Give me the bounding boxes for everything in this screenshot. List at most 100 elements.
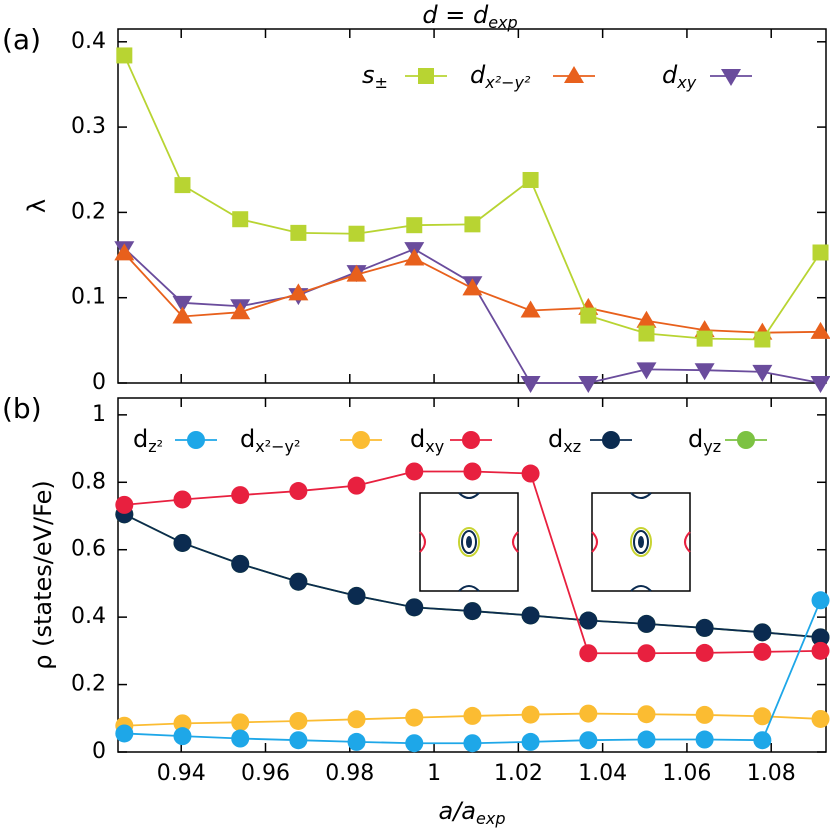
x-axis-label: a/aexp bbox=[439, 797, 506, 828]
marker bbox=[811, 709, 830, 728]
legend-label: dx²−y² bbox=[240, 425, 300, 456]
x-tick-label: 1.08 bbox=[747, 761, 796, 786]
marker bbox=[636, 310, 657, 328]
legend-label: dyz bbox=[688, 425, 721, 456]
marker bbox=[638, 325, 655, 342]
y-tick-label: 0 bbox=[92, 370, 106, 395]
marker bbox=[173, 533, 192, 552]
marker bbox=[462, 431, 480, 449]
panel-label: (b) bbox=[2, 392, 42, 425]
marker bbox=[521, 606, 540, 625]
marker bbox=[696, 330, 713, 347]
marker bbox=[636, 362, 657, 380]
marker bbox=[694, 363, 715, 381]
marker bbox=[737, 431, 755, 449]
y-tick-label: 0.6 bbox=[71, 537, 106, 562]
marker bbox=[231, 729, 250, 748]
marker bbox=[721, 69, 741, 86]
y-tick-label: 0.4 bbox=[71, 604, 106, 629]
y-tick-label: 0.1 bbox=[71, 285, 106, 310]
marker bbox=[463, 462, 482, 481]
marker bbox=[187, 431, 205, 449]
marker bbox=[347, 586, 366, 605]
marker bbox=[695, 730, 714, 749]
marker bbox=[231, 713, 250, 732]
x-tick-label: 0.98 bbox=[325, 761, 374, 786]
marker bbox=[754, 331, 771, 348]
marker bbox=[812, 244, 829, 261]
marker bbox=[405, 708, 424, 727]
marker bbox=[463, 602, 482, 621]
marker bbox=[753, 623, 772, 642]
marker bbox=[405, 598, 424, 617]
marker bbox=[289, 572, 308, 591]
marker bbox=[231, 486, 250, 505]
marker bbox=[695, 705, 714, 724]
marker bbox=[404, 248, 425, 266]
marker bbox=[637, 705, 656, 724]
marker bbox=[564, 66, 584, 83]
series-line bbox=[123, 247, 821, 384]
marker bbox=[346, 264, 367, 282]
marker bbox=[232, 211, 249, 228]
marker bbox=[811, 628, 830, 647]
marker bbox=[464, 216, 481, 233]
y-axis-label: ρ (states/eV/Fe) bbox=[29, 480, 57, 670]
marker bbox=[173, 714, 192, 733]
marker bbox=[522, 171, 539, 188]
marker bbox=[289, 731, 308, 750]
y-tick-label: 1 bbox=[92, 402, 106, 427]
marker bbox=[288, 283, 309, 301]
panel-label: (a) bbox=[2, 23, 41, 56]
marker bbox=[405, 462, 424, 481]
x-tick-label: 1 bbox=[427, 761, 441, 786]
marker bbox=[810, 321, 830, 339]
marker bbox=[637, 730, 656, 749]
marker bbox=[579, 731, 598, 750]
marker bbox=[578, 376, 599, 393]
marker bbox=[173, 727, 192, 746]
marker bbox=[520, 376, 541, 393]
marker bbox=[463, 706, 482, 725]
marker bbox=[289, 711, 308, 730]
plot-frame bbox=[117, 28, 827, 384]
x-tick-label: 0.94 bbox=[157, 761, 206, 786]
y-tick-label: 0.4 bbox=[71, 29, 106, 54]
marker bbox=[348, 225, 365, 242]
marker bbox=[602, 431, 620, 449]
marker bbox=[418, 68, 434, 84]
marker bbox=[114, 243, 135, 261]
y-tick-label: 0.3 bbox=[71, 114, 106, 139]
marker bbox=[753, 707, 772, 726]
marker bbox=[405, 734, 424, 753]
marker bbox=[462, 278, 483, 296]
marker bbox=[521, 464, 540, 483]
legend-label: s± bbox=[362, 61, 388, 92]
legend-label: dxz bbox=[548, 425, 581, 456]
chart-title: d = dexp bbox=[422, 1, 517, 32]
marker bbox=[406, 217, 423, 234]
y-tick-label: 0.8 bbox=[71, 469, 106, 494]
marker bbox=[579, 644, 598, 663]
series-line bbox=[123, 55, 822, 341]
marker bbox=[579, 704, 598, 723]
legend-label: dxy bbox=[410, 425, 444, 456]
legend-label: dx²−y² bbox=[470, 61, 531, 92]
marker bbox=[290, 224, 307, 241]
marker bbox=[289, 482, 308, 501]
marker bbox=[347, 476, 366, 495]
marker bbox=[752, 364, 773, 382]
inset-left bbox=[419, 492, 519, 592]
marker bbox=[579, 611, 598, 630]
marker bbox=[174, 177, 191, 194]
marker bbox=[520, 300, 541, 318]
marker bbox=[230, 302, 251, 320]
marker bbox=[172, 295, 193, 313]
marker bbox=[637, 644, 656, 663]
y-tick-label: 0.2 bbox=[71, 672, 106, 697]
marker bbox=[347, 710, 366, 729]
marker bbox=[695, 618, 714, 637]
marker bbox=[116, 47, 133, 64]
y-tick-label: 0 bbox=[92, 739, 106, 764]
